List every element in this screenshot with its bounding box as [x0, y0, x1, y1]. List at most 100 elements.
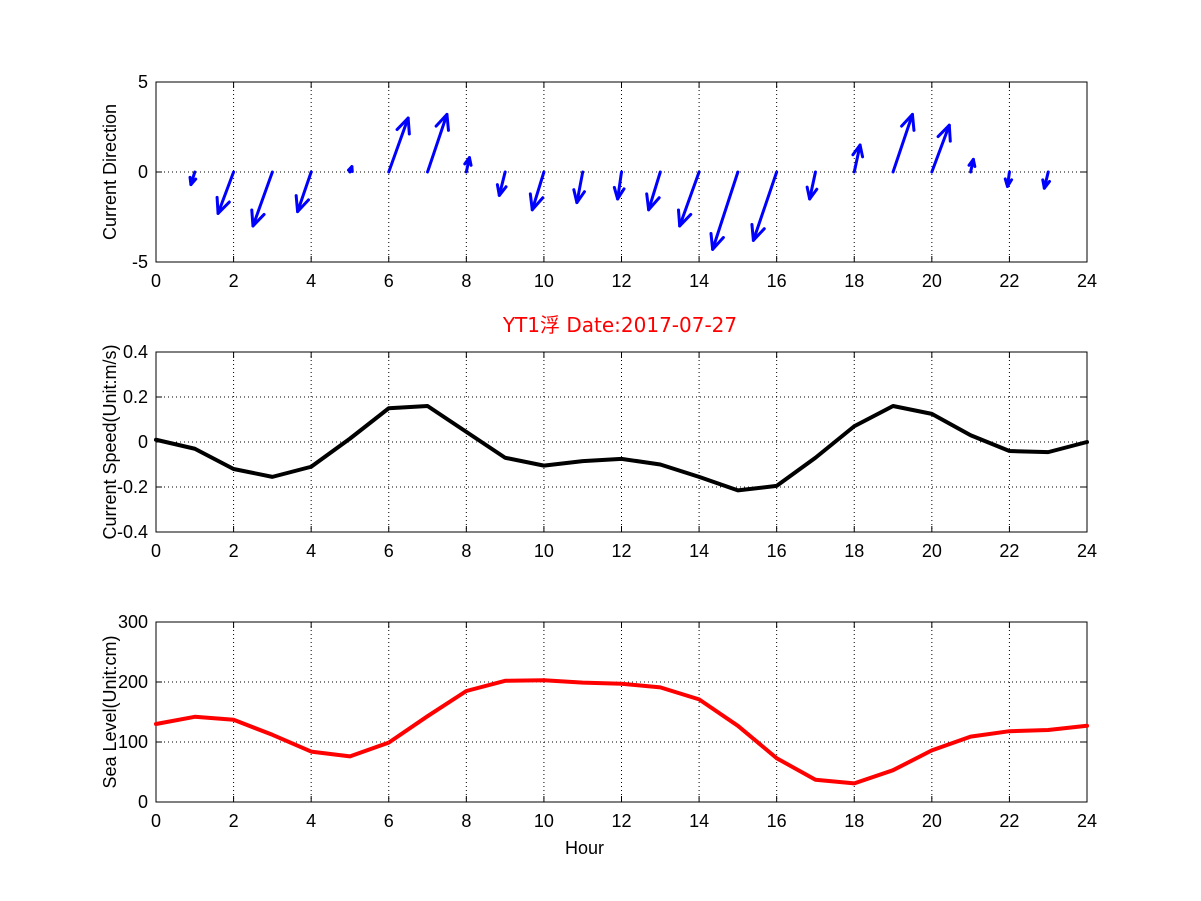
x-tick-label: 6: [384, 541, 394, 561]
y-tick-label: -0.4: [117, 522, 148, 542]
x-tick-label: 22: [999, 541, 1019, 561]
y-axis-label: Current Speed(Unit:m/s): [100, 344, 120, 539]
direction-arrow: [851, 143, 865, 174]
x-tick-label: 16: [767, 271, 787, 291]
x-tick-label: 20: [922, 811, 942, 831]
data-point: [1085, 724, 1089, 728]
x-tick-label: 22: [999, 811, 1019, 831]
data-point: [620, 457, 623, 461]
y-tick-label: 200: [118, 672, 148, 692]
x-tick-label: 2: [229, 271, 239, 291]
direction-arrow: [294, 170, 313, 214]
direction-arrow: [572, 170, 586, 205]
data-point: [969, 433, 973, 437]
direction-arrow: [750, 170, 779, 242]
data-point: [309, 750, 313, 754]
x-tick-label: 14: [689, 271, 709, 291]
x-tick-label: 0: [151, 271, 161, 291]
x-tick-label: 4: [306, 811, 316, 831]
x-tick-label: 0: [151, 811, 161, 831]
x-tick-label: 16: [767, 541, 787, 561]
data-point: [620, 682, 623, 686]
data-point: [426, 404, 430, 408]
x-tick-label: 12: [611, 541, 631, 561]
x-tick-label: 2: [229, 811, 239, 831]
data-point: [232, 718, 236, 722]
data-point: [581, 459, 585, 463]
data-point: [270, 733, 274, 737]
direction-arrow: [612, 170, 626, 201]
data-point: [542, 464, 546, 468]
x-tick-label: 6: [384, 811, 394, 831]
data-point: [348, 754, 352, 758]
data-point: [426, 714, 430, 718]
direction-arrow: [188, 170, 198, 187]
y-tick-label: 0.4: [123, 342, 148, 362]
data-point: [542, 678, 546, 682]
x-tick-label: 20: [922, 271, 942, 291]
y-tick-label: 300: [118, 612, 148, 632]
chart-title: YT1浮 Date:2017-07-27: [502, 313, 737, 337]
data-point: [503, 456, 507, 460]
data-point: [1007, 729, 1011, 733]
data-point: [154, 438, 158, 442]
data-point: [270, 475, 274, 479]
data-point: [1046, 728, 1050, 732]
x-tick-label: 18: [844, 271, 864, 291]
data-point: [387, 741, 391, 745]
data-point: [348, 437, 352, 441]
data-point: [697, 475, 701, 479]
data-point: [1007, 449, 1011, 453]
direction-arrow: [347, 165, 354, 174]
data-point: [930, 412, 934, 416]
data-point: [891, 404, 895, 408]
direction-arrow: [1041, 170, 1052, 190]
data-point: [658, 463, 662, 466]
x-tick-label: 10: [534, 271, 554, 291]
data-point: [387, 406, 391, 410]
x-tick-label: 10: [534, 541, 554, 561]
y-tick-label: -0.2: [117, 477, 148, 497]
y-axis-label: Current Direction: [100, 104, 120, 240]
x-tick-label: 12: [611, 271, 631, 291]
y-tick-label: 0: [138, 432, 148, 452]
direction-arrow: [215, 170, 236, 215]
x-tick-label: 10: [534, 811, 554, 831]
x-tick-label: 8: [461, 541, 471, 561]
data-point: [813, 456, 817, 460]
x-tick-label: 0: [151, 541, 161, 561]
x-tick-label: 14: [689, 541, 709, 561]
plot-area: [155, 621, 1088, 803]
data-point: [775, 484, 779, 488]
direction-arrow: [967, 157, 977, 174]
direction-arrow: [645, 170, 662, 212]
direction-arrow: [709, 170, 740, 251]
x-tick-label: 8: [461, 271, 471, 291]
x-tick-label: 8: [461, 811, 471, 831]
x-tick-label: 2: [229, 541, 239, 561]
x-tick-label: 14: [689, 811, 709, 831]
x-tick-label: 12: [611, 811, 631, 831]
data-point: [852, 781, 856, 785]
x-tick-label: 24: [1077, 811, 1097, 831]
data-point: [309, 465, 313, 469]
data-point: [736, 724, 740, 728]
y-tick-label: 5: [138, 72, 148, 92]
y-tick-label: 100: [118, 732, 148, 752]
y-tick-label: 0: [138, 792, 148, 812]
data-point: [464, 689, 468, 693]
plot-area: [155, 351, 1088, 533]
x-tick-label: 24: [1077, 271, 1097, 291]
direction-arrow: [426, 112, 450, 174]
direction-arrow: [805, 170, 819, 201]
x-tick-label: 6: [384, 271, 394, 291]
data-point: [154, 722, 158, 726]
data-point: [232, 467, 236, 471]
data-point: [852, 424, 856, 428]
direction-arrow: [891, 112, 916, 174]
x-tick-label: 22: [999, 271, 1019, 291]
direction-arrow: [463, 156, 473, 174]
data-point: [891, 768, 895, 772]
